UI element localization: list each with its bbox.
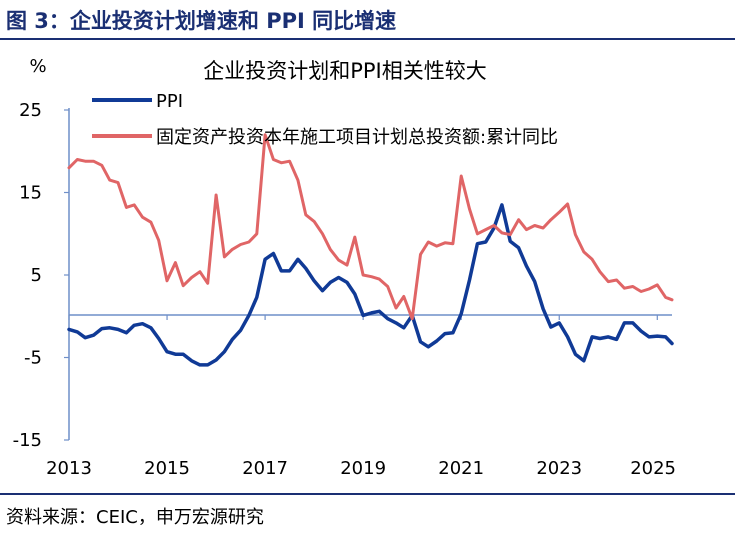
series-lines — [67, 133, 674, 367]
x-axis-ticks: 2013 2015 2017 2019 2021 2023 2025 — [46, 315, 676, 479]
header-divider — [0, 38, 735, 40]
fixed-investment-line — [67, 133, 674, 321]
figure-header: 图 3：企业投资计划增速和 PPI 同比增速 — [0, 0, 735, 40]
x-tick-label: 2017 — [242, 458, 288, 479]
y-tick-label: -15 — [13, 430, 42, 451]
x-tick-label: 2015 — [144, 458, 190, 479]
y-tick-label: 25 — [19, 100, 42, 121]
legend: PPI 固定资产投资本年施工项目计划总投资额:累计同比 — [92, 91, 558, 148]
legend-label-fixed-investment: 固定资产投资本年施工项目计划总投资额:累计同比 — [156, 127, 558, 148]
y-axis-ticks: 25 15 5 -5 -15 — [13, 100, 69, 451]
ppi-line — [67, 203, 674, 367]
x-tick-label: 2023 — [536, 458, 582, 479]
x-tick-label: 2019 — [340, 458, 386, 479]
y-tick-label: 5 — [31, 265, 42, 286]
y-axis-unit-label: % — [29, 56, 46, 77]
y-tick-label: -5 — [24, 348, 42, 369]
legend-label-ppi: PPI — [156, 91, 183, 112]
chart-title: 企业投资计划和PPI相关性较大 — [203, 59, 487, 83]
y-tick-label: 15 — [19, 183, 42, 204]
footer-divider — [0, 493, 735, 495]
source-note: 资料来源：CEIC，申万宏源研究 — [6, 507, 264, 528]
x-tick-label: 2021 — [438, 458, 484, 479]
x-tick-label: 2013 — [46, 458, 92, 479]
figure-title: 图 3：企业投资计划增速和 PPI 同比增速 — [6, 9, 397, 33]
x-tick-label: 2025 — [630, 458, 676, 479]
